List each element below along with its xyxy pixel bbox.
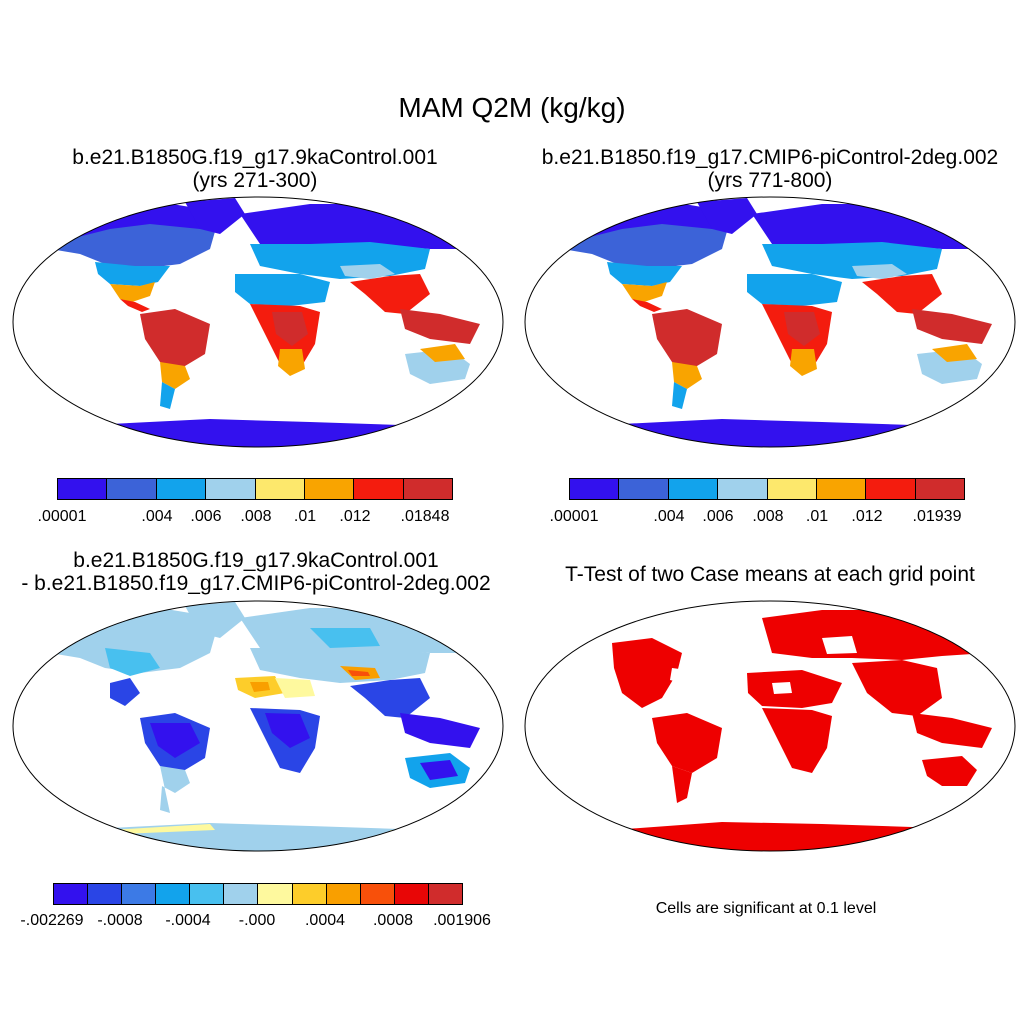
panel3-title-line1: b.e21.B1850G.f19_g17.9kaControl.001 [73, 549, 439, 572]
panel3-colorbar-swatch [394, 884, 429, 904]
panel2-colorbar-swatch [570, 479, 620, 499]
panel2-tick-3: .008 [752, 508, 784, 525]
panel1-colorbar-swatch [156, 479, 207, 499]
panel3-colorbar-swatch [326, 884, 361, 904]
panel1-colorbar-swatch [403, 479, 452, 499]
panel1-tick-1: .004 [141, 508, 173, 525]
panel3-title-line2: - b.e21.B1850.f19_g17.CMIP6-piControl-2d… [21, 572, 491, 595]
panel4-map [524, 600, 1016, 852]
panel2-colorbar-swatch [915, 479, 964, 499]
panel2-colorbar-swatch [668, 479, 719, 499]
panel3-colorbar-swatch [88, 884, 123, 904]
panel3-colorbar-swatch [54, 884, 89, 904]
panel3-map [12, 600, 504, 852]
panel2-map [524, 196, 1016, 448]
panel3-colorbar-swatch [292, 884, 327, 904]
panel2-tick-6: .01939 [912, 508, 962, 525]
panel3-tick-5: .0008 [372, 912, 414, 929]
panel2-tick-2: .006 [702, 508, 734, 525]
panel2-colorbar-swatch [767, 479, 817, 499]
panel2-colorbar-swatch [619, 479, 669, 499]
panel1-tick-5: .012 [339, 508, 371, 525]
africa-tropical [272, 312, 308, 346]
na-mid [95, 262, 170, 286]
panel1-title-line2: (yrs 271-300) [192, 169, 318, 192]
na-south [110, 282, 155, 302]
panel1-colorbar-swatch [304, 479, 355, 499]
panel3-colorbar-swatch [428, 884, 462, 904]
sa-tropical [140, 309, 210, 369]
sahara [235, 274, 330, 306]
panel2-tick-0: .00001 [549, 508, 599, 525]
panel3-colorbar-swatch [224, 884, 259, 904]
se-asia [400, 309, 480, 344]
panel3-title: b.e21.B1850G.f19_g17.9kaControl.001 - b.… [0, 549, 516, 595]
panel1-colorbar-swatch [255, 479, 305, 499]
panel1-title-line1: b.e21.B1850G.f19_g17.9kaControl.001 [72, 146, 438, 169]
panel2-colorbar-swatch [866, 479, 916, 499]
panel4-title: T-Test of two Case means at each grid po… [565, 563, 975, 586]
panel2-colorbar-swatch [816, 479, 867, 499]
panel3-colorbar [53, 883, 463, 905]
panel1-tick-2: .006 [190, 508, 222, 525]
africa-south [278, 349, 305, 376]
panel3-colorbar-swatch [156, 884, 191, 904]
panel1-tick-4: .01 [293, 508, 317, 525]
antarctica [13, 419, 503, 447]
himalaya-dry [340, 264, 395, 279]
panel3-colorbar-swatch [122, 884, 157, 904]
panel1-tick-0: .00001 [37, 508, 87, 525]
central-am [120, 299, 150, 312]
panel3-tick-3: -.000 [238, 912, 276, 929]
figure-title: MAM Q2M (kg/kg) [398, 92, 626, 123]
panel3-tick-0: -.002269 [20, 912, 84, 929]
panel3-tick-1: -.0008 [97, 912, 143, 929]
panel3-tick-6: .001906 [433, 912, 491, 929]
panel4-significance-note: Cells are significant at 0.1 level [655, 900, 877, 917]
panel3-tick-2: -.0004 [165, 912, 211, 929]
panel1-tick-3: .008 [240, 508, 272, 525]
panel2-tick-1: .004 [653, 508, 685, 525]
panel1-tick-6: .01848 [400, 508, 450, 525]
panel1-colorbar-swatch [107, 479, 157, 499]
panel2-title-line2: (yrs 771-800) [707, 169, 833, 192]
greenland [185, 198, 245, 234]
australia-north [420, 344, 465, 362]
panel1-colorbar-swatch [58, 479, 108, 499]
panel1-title: b.e21.B1850G.f19_g17.9kaControl.001 (yrs… [20, 146, 490, 192]
panel2-tick-4: .01 [805, 508, 829, 525]
panel3-tick-4: .0004 [304, 912, 346, 929]
panel1-colorbar-swatch [354, 479, 404, 499]
sa-cone [160, 382, 175, 409]
asia-south [350, 274, 430, 314]
panel3-colorbar-swatch [360, 884, 395, 904]
panel1-colorbar-swatch [206, 479, 256, 499]
panel3-colorbar-swatch [190, 884, 225, 904]
panel1-colorbar [57, 478, 453, 500]
panel2-colorbar [569, 478, 965, 500]
panel2-colorbar-swatch [718, 479, 768, 499]
panel1-map [12, 196, 504, 448]
sa-south [160, 362, 190, 389]
panel2-title: b.e21.B1850.f19_g17.CMIP6-piControl-2deg… [514, 146, 1024, 192]
panel2-tick-5: .012 [851, 508, 883, 525]
panel2-title-line1: b.e21.B1850.f19_g17.CMIP6-piControl-2deg… [541, 146, 999, 169]
panel3-colorbar-swatch [258, 884, 293, 904]
